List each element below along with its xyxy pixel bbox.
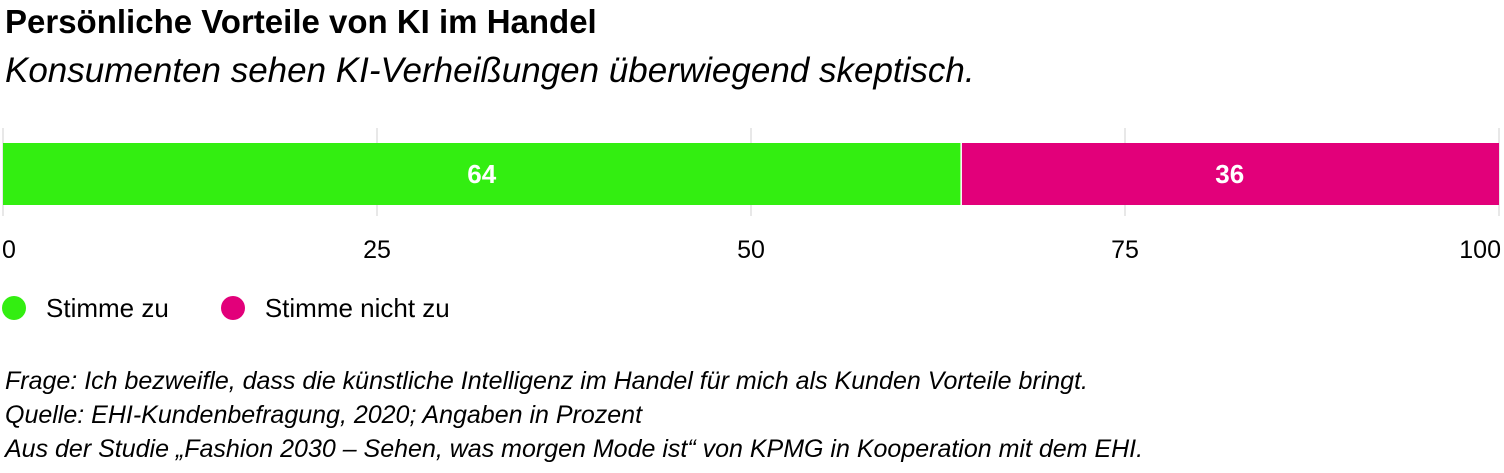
x-tick-label-0: 0 [2,236,16,264]
x-tick-label-50: 50 [737,236,765,264]
bars: 64 36 [3,143,1499,205]
bar-segment-agree [3,143,961,205]
x-tick-label-75: 75 [1111,236,1139,264]
legend-marker-disagree [220,296,245,320]
footnotes: Frage: Ich bezweifle, dass die künstlich… [5,364,1143,466]
x-tick-label-25: 25 [363,236,391,264]
question-note: Frage: Ich bezweifle, dass die künstlich… [5,367,1088,395]
study-note: Aus der Studie „Fashion 2030 – Sehen, wa… [5,435,1144,463]
legend-marker-agree [2,296,26,320]
data-label-disagree: 36 [1215,159,1244,189]
source-note: Quelle: EHI-Kundenbefragung, 2020; Angab… [5,401,643,429]
data-label-agree: 64 [467,159,496,189]
stacked-bar-chart: 64 36 0 25 50 75 100 [2,128,1501,264]
x-tick-label-100: 100 [1459,236,1501,264]
chart-title: Persönliche Vorteile von KI im Handel [5,3,597,40]
legend-label-disagree: Stimme nicht zu [264,292,450,323]
chart-subtitle: Konsumenten sehen KI-Verheißungen überwi… [5,51,975,90]
legend-item-agree: Stimme zu [2,293,169,324]
legend-label-agree: Stimme zu [46,292,169,323]
x-axis-ticks: 0 25 50 75 100 [2,236,1501,264]
legend-item-disagree: Stimme nicht zu [220,292,450,324]
legend: Stimme zu Stimme nicht zu [2,290,502,326]
bar-segment-disagree [961,143,1499,205]
